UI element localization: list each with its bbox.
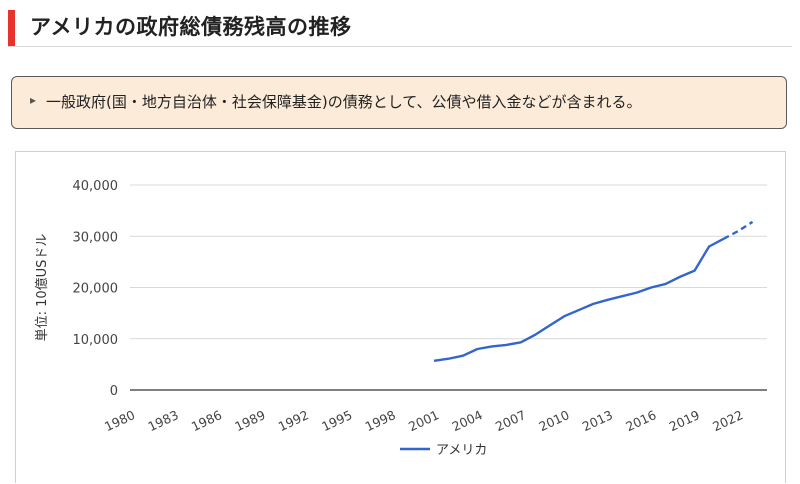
x-tick-label: 1998 <box>363 407 398 434</box>
y-tick-label: 30,000 <box>73 230 119 245</box>
x-tick-label: 1995 <box>319 407 354 434</box>
bullet-icon: ▸ <box>30 93 37 107</box>
y-tick-label: 0 <box>110 384 118 399</box>
x-tick-label: 2007 <box>493 407 528 434</box>
header-accent-bar <box>8 10 15 46</box>
x-tick-label: 1983 <box>146 407 181 434</box>
series-line-actual <box>433 237 725 362</box>
x-tick-label: 1992 <box>276 407 311 434</box>
y-tick-label: 10,000 <box>73 333 119 348</box>
x-tick-label: 2022 <box>710 407 745 434</box>
series-line-estimate <box>723 220 754 240</box>
note-box: ▸ 一般政府(国・地方自治体・社会保障基金)の債務として、公債や借入金などが含ま… <box>11 76 787 129</box>
page-header: アメリカの政府総債務残高の推移 <box>8 10 792 47</box>
chart-frame: 0 10,000 20,000 30,000 40,000 1980 1983 1986 198… <box>15 151 786 483</box>
x-tick-label: 2001 <box>406 407 441 434</box>
x-tick-label: 2013 <box>580 407 615 434</box>
y-tick-label: 40,000 <box>73 179 119 194</box>
legend-label: アメリカ <box>436 443 487 458</box>
page-title: アメリカの政府総債務残高の推移 <box>30 15 352 39</box>
x-tick-label: 2016 <box>623 407 658 434</box>
x-tick-label: 2010 <box>536 407 571 434</box>
note-text: 一般政府(国・地方自治体・社会保障基金)の債務として、公債や借入金などが含まれる… <box>46 93 642 111</box>
y-tick-label: 20,000 <box>73 282 119 297</box>
y-axis-title: 単位: 10億USドル <box>34 234 50 342</box>
x-tick-label: 1986 <box>189 407 224 434</box>
x-tick-label: 2019 <box>667 407 702 434</box>
x-tick-label: 1989 <box>232 407 267 434</box>
x-tick-label: 1980 <box>102 407 137 434</box>
x-tick-label: 2004 <box>450 407 485 434</box>
debt-line-chart: 0 10,000 20,000 30,000 40,000 1980 1983 1986 198… <box>34 179 767 458</box>
